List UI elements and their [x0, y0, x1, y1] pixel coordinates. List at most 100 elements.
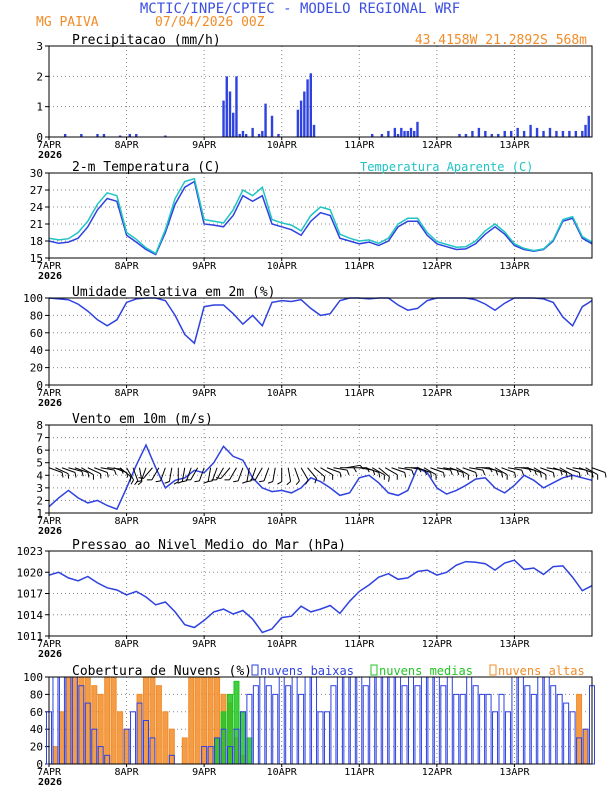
- wind-barb-flag: [475, 472, 478, 478]
- x-tick-label: 8APR: [115, 388, 140, 399]
- cloud-bar-nuvens-altas: [194, 676, 201, 765]
- y-tick-label: 8: [36, 419, 43, 432]
- wind-barb: [449, 467, 464, 474]
- y-tick-label: 20: [30, 741, 43, 754]
- precip-bar: [241, 130, 245, 137]
- cloud-bar-nuvens-altas: [188, 676, 195, 765]
- y-tick-label: 60: [30, 706, 43, 719]
- wind-barb-flag: [501, 472, 504, 478]
- header-title: MCTIC/INPE/CPTEC - MODELO REGIONAL WRF: [140, 1, 460, 17]
- cloud-bar-nuvens-altas: [582, 728, 589, 765]
- precip-bar: [257, 133, 261, 137]
- precip-bar: [471, 130, 474, 137]
- wind-barb-flag: [565, 472, 568, 478]
- x-year-label: 2026: [38, 398, 62, 409]
- precip-bar: [309, 73, 313, 137]
- precip-bar: [80, 133, 83, 137]
- wind-barb: [307, 467, 317, 479]
- precip-bar: [413, 130, 416, 137]
- wind-barb-flag: [314, 478, 318, 484]
- wind-barb: [397, 467, 412, 471]
- cloud-bar-nuvens-baixas: [485, 693, 492, 765]
- wind-barb: [578, 467, 593, 474]
- precip-bar: [270, 115, 274, 137]
- x-tick-label: 7APR: [37, 767, 62, 778]
- wind-barb-flag: [181, 480, 187, 483]
- wind-barb-flag: [246, 480, 252, 483]
- wind-barb: [81, 467, 94, 476]
- precip-bar: [244, 133, 248, 137]
- cloud-bar-nuvens-baixas: [285, 685, 292, 765]
- wind-barb-flag: [194, 480, 200, 483]
- cloud-bar-nuvens-baixas: [259, 676, 266, 765]
- wind-barb: [540, 467, 554, 474]
- cloud-bar-nuvens-baixas: [511, 676, 518, 765]
- x-tick-label: 10APR: [267, 516, 298, 527]
- wind-barb-flag: [552, 472, 555, 478]
- precip-bar: [587, 115, 590, 137]
- wind-barb: [207, 467, 212, 482]
- precip-bar: [584, 124, 587, 137]
- x-tick-label: 10APR: [267, 388, 298, 399]
- cloud-bar-nuvens-baixas: [317, 711, 324, 765]
- precip-bar: [516, 127, 519, 137]
- wind-barb-flag: [233, 480, 239, 483]
- precip-bar: [406, 130, 409, 137]
- x-tick-label: 13APR: [499, 516, 530, 527]
- cloud-bar-nuvens-baixas: [408, 676, 414, 765]
- cloud-bar-nuvens-baixas: [252, 685, 259, 765]
- wind-barb-flag: [346, 470, 350, 476]
- x-year-label: 2026: [38, 649, 62, 660]
- cloud-bar-nuvens-medias: [214, 737, 221, 765]
- precip-bar: [225, 76, 228, 137]
- x-tick-label: 9APR: [192, 639, 217, 650]
- precip-bar: [296, 109, 300, 137]
- y-tick-label: 24: [30, 201, 44, 214]
- wind-barb-flag: [430, 472, 432, 478]
- x-year-label: 2026: [38, 526, 62, 537]
- precip-bar: [222, 100, 225, 137]
- y-tick-label: 27: [30, 184, 43, 197]
- precip-bar: [548, 127, 552, 137]
- wind-barb-flag: [130, 479, 135, 485]
- precip-bar: [477, 127, 481, 137]
- cloud-bar-nuvens-baixas: [569, 711, 576, 765]
- y-tick-label: 20: [30, 362, 43, 375]
- precip-bar: [409, 127, 413, 137]
- cloud-bar-nuvens-altas: [149, 676, 156, 765]
- precip-bar: [484, 130, 487, 137]
- x-tick-label: 8APR: [115, 639, 140, 650]
- wind-barb-flag: [339, 472, 342, 478]
- cloud-bar-nuvens-baixas: [291, 676, 298, 765]
- x-year-label: 2026: [38, 150, 62, 161]
- cloud-bar-nuvens-baixas: [388, 676, 395, 765]
- x-tick-label: 7APR: [37, 516, 62, 527]
- wind-barb-flag: [305, 479, 309, 485]
- y-tick-label: 4: [36, 469, 43, 482]
- cloud-bar-nuvens-altas: [58, 711, 65, 765]
- wind-barb: [507, 467, 522, 471]
- wind-barb-flag: [286, 481, 291, 486]
- cloud-bar-nuvens-medias: [239, 711, 246, 765]
- wind-barb: [320, 467, 333, 476]
- wind-barb: [119, 467, 132, 478]
- wind-barb: [417, 467, 431, 474]
- wind-barb-flag: [450, 470, 453, 476]
- panel-4: 1011 1014 1017 1020 1023 7APR 8APR 9APR 10APR 11A…: [17, 538, 593, 660]
- wind-barb: [333, 467, 348, 471]
- precip-bar: [164, 135, 167, 137]
- cloud-bar-nuvens-baixas: [563, 702, 570, 765]
- y-tick-label: 1017: [17, 588, 44, 601]
- x-tick-label: 7APR: [37, 261, 62, 272]
- x-tick-label: 8APR: [115, 261, 140, 272]
- cloud-bar-nuvens-medias: [227, 693, 233, 765]
- y-tick-label: 60: [30, 327, 43, 340]
- x-tick-label: 13APR: [499, 639, 530, 650]
- wind-barb-flag: [323, 476, 326, 482]
- cloud-bar-nuvens-baixas: [349, 676, 356, 765]
- cloud-bar-nuvens-baixas: [130, 711, 137, 765]
- cloud-bar-nuvens-altas: [168, 728, 175, 765]
- legend-label: nuvens baixas: [260, 664, 354, 678]
- precip-bar: [535, 127, 539, 137]
